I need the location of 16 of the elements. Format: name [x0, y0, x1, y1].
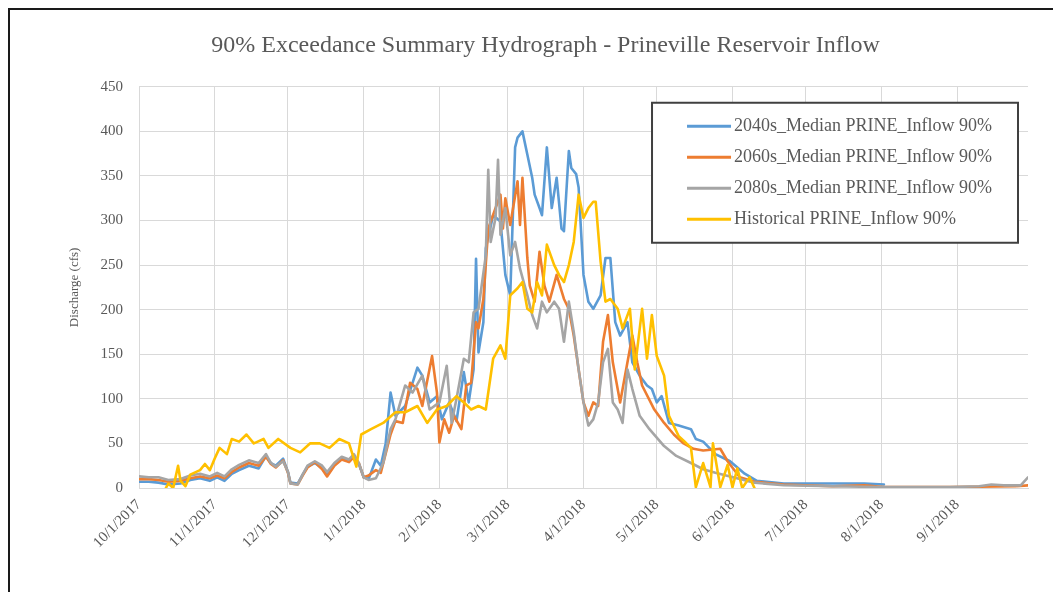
legend-label: 2040s_Median PRINE_Inflow 90%	[734, 115, 993, 136]
y-tick-label: 0	[115, 478, 123, 495]
chart-title: 90% Exceedance Summary Hydrograph - Prineville Reservoir Inflow	[211, 30, 881, 57]
y-tick-label: 400	[100, 122, 123, 139]
y-tick-label: 450	[100, 77, 123, 94]
legend-label: 2060s_Median PRINE_Inflow 90%	[734, 146, 993, 167]
y-axis-title: Discharge (cfs)	[66, 247, 82, 328]
y-tick-label: 50	[108, 434, 123, 451]
y-tick-label: 350	[100, 166, 123, 183]
legend-label: Historical PRINE_Inflow 90%	[734, 208, 956, 229]
y-tick-label: 100	[100, 389, 123, 406]
y-tick-label: 300	[100, 211, 123, 228]
y-tick-label: 200	[100, 300, 123, 317]
legend-label: 2080s_Median PRINE_Inflow 90%	[734, 177, 993, 198]
y-tick-label: 250	[100, 256, 123, 273]
y-tick-label: 150	[100, 345, 123, 362]
